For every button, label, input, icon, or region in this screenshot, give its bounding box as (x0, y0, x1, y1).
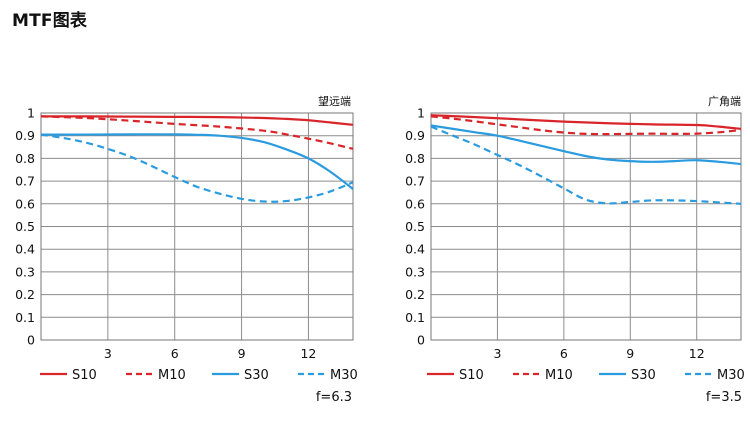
series-line-s10 (41, 115, 353, 126)
legend-label-s10: S10 (459, 368, 484, 383)
chart-title: 广角端 (708, 95, 741, 108)
y-tick-label: 0 (417, 333, 425, 348)
legend: S10 M10 S30 M30 (40, 368, 358, 383)
legend-label-m30: M30 (330, 368, 358, 383)
x-tick-label: 12 (689, 346, 705, 361)
y-tick-label: 0.7 (405, 174, 425, 189)
y-tick-label: 0.2 (405, 287, 425, 302)
chart-2: 0 0.1 0.2 0.3 0.4 0.5 0.6 0.7 0.8 0.9 1 3 6 9 12 广角端 S10… (405, 95, 745, 405)
y-tick-label: 0.5 (405, 219, 425, 234)
y-tick-label: 1 (27, 106, 35, 121)
aperture-label: f=3.5 (706, 390, 742, 405)
chart-title: 望远端 (318, 95, 351, 108)
series-line-m10 (431, 115, 741, 136)
legend-label-m10: M10 (158, 368, 186, 383)
series-line-s30 (41, 133, 353, 190)
legend-label-m10: M10 (545, 368, 573, 383)
y-tick-label: 0.1 (15, 310, 35, 325)
y-tick-label: 0.2 (15, 287, 35, 302)
x-tick-label: 6 (560, 346, 568, 361)
series-line-m10 (41, 115, 353, 150)
y-tick-label: 0.6 (405, 196, 425, 211)
aperture-label: f=6.3 (316, 390, 352, 405)
y-tick-label: 0.4 (405, 242, 425, 257)
y-tick-label: 1 (417, 106, 425, 121)
legend: S10 M10 S30 M30 (427, 368, 745, 383)
x-tick-label: 3 (104, 346, 112, 361)
x-tick-label: 3 (493, 346, 501, 361)
y-tick-label: 0.8 (405, 151, 425, 166)
y-tick-label: 0.9 (15, 128, 35, 143)
plot-frame (40, 112, 354, 341)
y-tick-label: 0.5 (15, 219, 35, 234)
chart-1: 0 0.1 0.2 0.3 0.4 0.5 0.6 0.7 0.8 0.9 1 3 6 9 12 望远端 S10… (15, 95, 358, 405)
y-tick-label: 0.3 (405, 264, 425, 279)
legend-label-s10: S10 (72, 368, 97, 383)
legend-label-s30: S30 (244, 368, 269, 383)
y-tick-label: 0.8 (15, 151, 35, 166)
y-tick-label: 0.1 (405, 310, 425, 325)
series-line-m30 (41, 133, 353, 203)
y-tick-label: 0.6 (15, 196, 35, 211)
legend-label-s30: S30 (631, 368, 656, 383)
y-tick-label: 0.9 (405, 128, 425, 143)
x-tick-label: 9 (626, 346, 634, 361)
series-line-m30 (431, 125, 741, 205)
y-tick-label: 0.4 (15, 242, 35, 257)
page-title: MTF图表 (12, 11, 88, 31)
x-tick-label: 6 (171, 346, 179, 361)
series-line-s10 (431, 114, 741, 130)
legend-label-m30: M30 (717, 368, 745, 383)
plot-frame (430, 112, 742, 341)
x-tick-label: 12 (300, 346, 316, 361)
y-tick-label: 0 (27, 333, 35, 348)
x-tick-label: 9 (238, 346, 246, 361)
series-line-s30 (431, 124, 741, 166)
y-tick-label: 0.7 (15, 174, 35, 189)
y-tick-label: 0.3 (15, 264, 35, 279)
